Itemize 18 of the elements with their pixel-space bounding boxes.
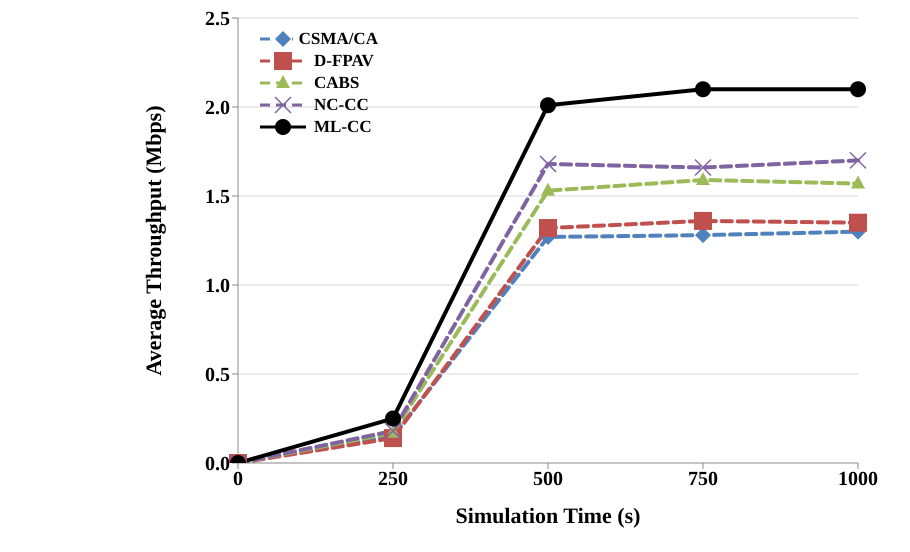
x-tick-label: 750 xyxy=(688,468,718,490)
y-axis-title: Average Throughput (Mbps) xyxy=(140,105,166,376)
legend-label: NC-CC xyxy=(314,95,369,115)
y-tick-label: 1.5 xyxy=(205,186,230,208)
y-tick-label: 1.0 xyxy=(205,275,230,298)
legend-label: D-FPAV xyxy=(314,51,374,71)
x-tick-label: 250 xyxy=(378,468,408,490)
x-tick-label: 1000 xyxy=(838,468,878,490)
y-tick-label: 2.0 xyxy=(205,97,230,120)
y-tick-label: 0.5 xyxy=(205,364,230,386)
x-tick-label: 500 xyxy=(533,468,563,490)
y-tick-label: 0.0 xyxy=(205,453,230,476)
legend-label: CABS xyxy=(314,73,360,93)
legend-label: ML-CC xyxy=(314,117,372,137)
x-tick-label: 0 xyxy=(233,468,243,490)
x-axis-title: Simulation Time (s) xyxy=(456,503,640,528)
y-tick-label: 2.5 xyxy=(205,8,230,30)
legend-label: CSMA/CA xyxy=(298,29,378,49)
